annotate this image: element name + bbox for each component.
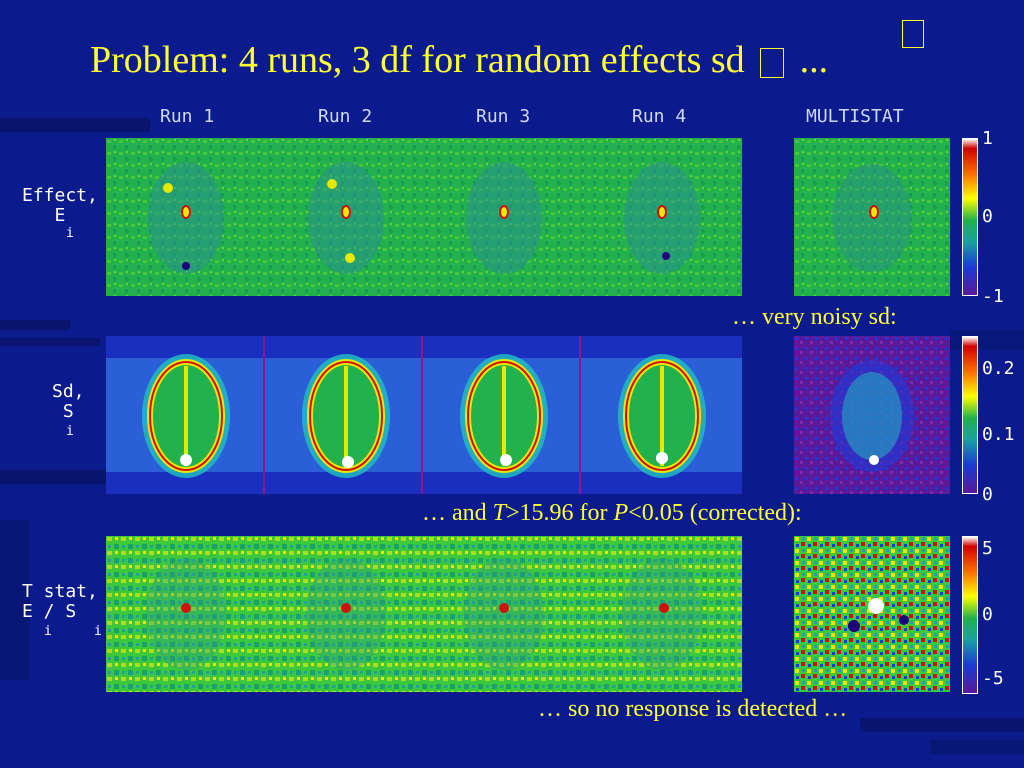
- colorbar-sd-tick-max: 0.2: [982, 358, 1015, 379]
- note-conclusion: … so no response is detected …: [538, 696, 848, 722]
- colorbar-effect-tick-min: -1: [982, 286, 1004, 307]
- row-label-sd: Sd, S: [52, 382, 85, 422]
- row-label-sd-text: Sd,: [52, 381, 85, 402]
- colorbar-tstat: [962, 536, 978, 694]
- colorbar-tstat-tick-mid: 0: [982, 604, 993, 625]
- colorbar-sd: [962, 336, 978, 494]
- column-label-run3: Run 3: [476, 106, 531, 127]
- colorbar-sd-tick-mid: 0.1: [982, 424, 1015, 445]
- sd-multistat-image: [794, 336, 950, 494]
- effect-runs-image: [106, 138, 742, 296]
- colorbar-effect-tick-max: 1: [982, 128, 993, 149]
- row-label-tstat-index2: i: [94, 624, 102, 639]
- column-label-run2: Run 2: [318, 106, 373, 127]
- slide-title: Problem: 4 runs, 3 df for random effects…: [90, 38, 828, 82]
- row-label-sd-var: S: [62, 401, 74, 422]
- row-label-tstat-index: i: [44, 624, 52, 639]
- colorbar-tstat-tick-max: 5: [982, 538, 993, 559]
- colorbar-sd-tick-min: 0: [982, 484, 993, 505]
- row-label-tstat: T stat, E / S: [22, 582, 98, 622]
- row-label-effect-text: Effect,: [22, 185, 98, 206]
- column-label-multistat: MULTISTAT: [806, 106, 904, 127]
- row-label-sd-index: i: [66, 424, 74, 439]
- missing-glyph-icon: [760, 48, 785, 79]
- note-threshold-post: <0.05 (corrected):: [628, 500, 802, 526]
- sd-runs-image: [106, 336, 742, 494]
- colorbar-effect-tick-mid: 0: [982, 206, 993, 227]
- effect-multistat-image: [794, 138, 950, 296]
- row-label-effect: Effect, E: [22, 186, 98, 226]
- row-label-effect-index: i: [66, 226, 74, 241]
- note-threshold-p: P: [613, 500, 629, 526]
- column-label-run1: Run 1: [160, 106, 215, 127]
- note-noisy-sd: … very noisy sd:: [732, 304, 897, 330]
- tstat-multistat-image: [794, 536, 950, 692]
- slide-title-ellipsis: ...: [799, 39, 829, 81]
- tstat-runs-image: [106, 536, 742, 692]
- note-threshold-mid: >15.96 for: [506, 500, 614, 526]
- colorbar-tstat-tick-min: -5: [982, 668, 1004, 689]
- colorbar-effect: [962, 138, 978, 296]
- note-threshold-t: T: [492, 500, 507, 526]
- missing-glyph-icon: [902, 20, 924, 48]
- note-threshold: … and T>15.96 for P<0.05 (corrected):: [422, 500, 802, 527]
- row-label-tstat-text: T stat,: [22, 581, 98, 602]
- row-label-effect-var: E: [54, 205, 66, 226]
- row-label-tstat-var: E / S: [22, 601, 77, 622]
- column-label-run4: Run 4: [632, 106, 687, 127]
- note-threshold-pre: … and: [422, 500, 493, 526]
- slide-title-text: Problem: 4 runs, 3 df for random effects…: [90, 39, 745, 81]
